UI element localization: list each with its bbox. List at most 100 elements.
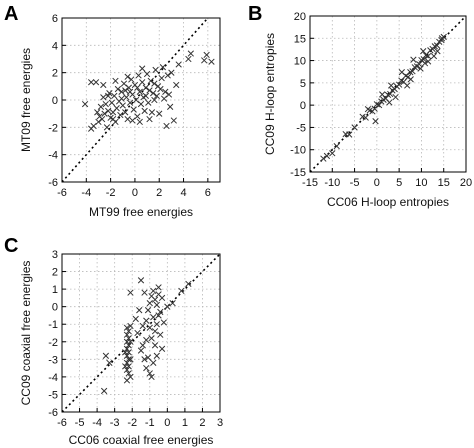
panel-a-point — [92, 79, 100, 86]
panel-c-ytick-label: -2 — [48, 337, 58, 349]
panel-a-point — [94, 109, 101, 116]
panel-c-point — [178, 287, 185, 295]
panel-c-point — [123, 331, 131, 338]
panel-c-point — [127, 338, 134, 345]
panel-a-point — [109, 115, 117, 123]
panel-c-point — [143, 364, 150, 372]
panel-b-ytick-label: -10 — [290, 145, 306, 157]
panel-a-point — [134, 113, 141, 120]
panel-b-ytick-label: 10 — [294, 56, 306, 68]
panel-b-ytick-label: -5 — [296, 122, 306, 134]
panel-b-ylabel: CC09 H-loop entropies — [263, 33, 277, 155]
panel-a-point — [130, 106, 137, 113]
panel-c-point — [144, 307, 152, 314]
panel-a-point — [101, 110, 108, 117]
panel-b-point — [320, 155, 327, 162]
panel-c-ytick-label: -3 — [48, 354, 58, 366]
panel-a-point — [100, 94, 107, 101]
panel-a-point — [143, 70, 151, 78]
panel-c-point — [134, 329, 141, 337]
panel-a-point — [185, 55, 192, 63]
panel-a-point — [102, 100, 109, 108]
panel-b-xtick-label: -5 — [350, 177, 360, 189]
panel-b-point — [387, 82, 395, 89]
panel-a-point — [126, 99, 134, 106]
panel-c-xtick-label: -1 — [145, 417, 155, 429]
panel-a-ytick-label: 2 — [52, 68, 58, 80]
panel-b-point — [420, 56, 427, 63]
panel-c-point — [148, 335, 155, 342]
panel-c-point — [169, 300, 176, 307]
panel-c-point — [153, 301, 160, 309]
panel-a-point — [95, 118, 102, 126]
panel-c-xtick-label: -3 — [110, 417, 120, 429]
panel-a-point — [88, 79, 95, 86]
panel-b-point — [362, 114, 369, 121]
panel-a-point — [139, 79, 146, 86]
panel-c-point — [153, 352, 160, 359]
panel-a-point — [137, 100, 145, 108]
panel-a-point — [129, 117, 136, 124]
panel-c-point — [139, 342, 146, 349]
panel-a-point — [141, 107, 148, 115]
panel-b-point — [346, 131, 353, 138]
panel-b-point — [375, 101, 383, 109]
panel-c: C CC06 coaxial free energies CC09 coaxia… — [4, 235, 223, 447]
panel-b-ytick-label: 5 — [300, 78, 306, 90]
panel-c-point — [151, 342, 159, 349]
panel-c-xtick-label: -4 — [92, 417, 102, 429]
panel-a-point — [122, 87, 129, 94]
panel-c-point — [158, 345, 166, 352]
panel-b-xtick-label: 10 — [415, 177, 427, 189]
panel-c-point — [125, 328, 132, 335]
panel-c-point — [106, 359, 113, 366]
panel-b-point — [424, 52, 432, 60]
panel-c-point — [185, 280, 192, 287]
panel-c-point — [148, 373, 155, 381]
panel-b-point — [329, 150, 336, 157]
panel-b-xtick-label: 15 — [438, 177, 450, 189]
panel-b-point — [404, 82, 411, 89]
panel-c-point — [102, 352, 110, 359]
panel-c-point — [150, 359, 157, 366]
panel-b-xtick-label: 20 — [460, 177, 472, 189]
panel-c-point — [151, 296, 159, 303]
panel-c-letter: C — [4, 235, 18, 257]
panel-a-point — [126, 88, 134, 95]
panel-c-point — [123, 345, 131, 352]
panel-a-point — [117, 111, 124, 119]
panel-a-point — [113, 105, 120, 112]
panel-a-point — [135, 72, 142, 79]
panel-a-point — [162, 88, 169, 95]
panel-a-point — [164, 72, 171, 79]
panel-a-point — [125, 84, 132, 91]
panel-b-point — [379, 91, 386, 98]
panel-a-point — [105, 92, 112, 100]
panel-a-point — [151, 96, 158, 104]
panel-b-point — [416, 60, 423, 68]
panel-c-ylabel: CC09 coaxial free energies — [19, 261, 33, 406]
panel-c-xtick-label: 0 — [164, 417, 170, 429]
panel-a-point — [146, 115, 153, 123]
panel-a-point — [136, 88, 143, 95]
panel-a-point — [148, 109, 156, 116]
panel-a-point — [124, 115, 131, 123]
panel-c-xlabel: CC06 coaxial free energies — [69, 433, 214, 447]
panel-a-xtick-label: 2 — [156, 187, 162, 199]
panel-a-point — [165, 91, 173, 98]
panel-c-point — [144, 354, 152, 361]
panel-a-xtick-label: -6 — [57, 187, 67, 199]
panel-a-point — [132, 96, 140, 104]
panel-a-point — [122, 109, 129, 116]
panel-a-letter: A — [4, 3, 18, 25]
panel-c-plot-frame — [61, 253, 221, 413]
panel-b-xtick-label: 0 — [374, 177, 380, 189]
panel-c-point — [146, 370, 153, 377]
panel-a-xlabel: MT99 free energies — [89, 205, 193, 219]
panel-a-point — [142, 84, 150, 91]
panel-b-point — [387, 90, 394, 98]
panel-c-xtick-label: 2 — [199, 417, 205, 429]
panel-a-point — [142, 92, 150, 100]
panel-a-point — [134, 84, 141, 91]
